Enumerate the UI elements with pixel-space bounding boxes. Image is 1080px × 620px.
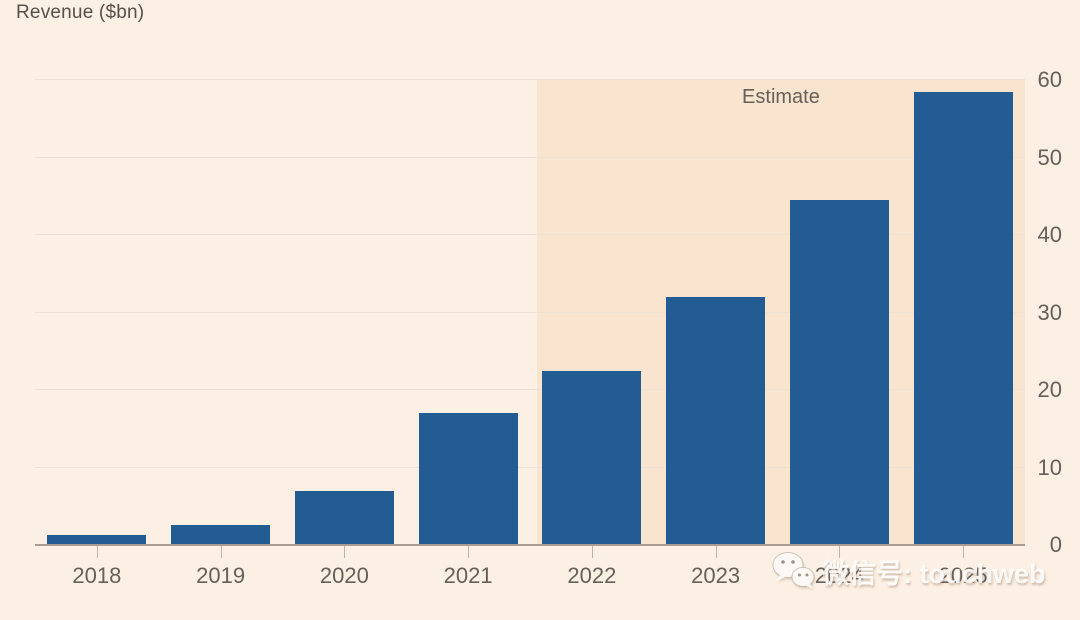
x-tick-2021	[468, 545, 470, 558]
bar-2019	[171, 524, 271, 545]
gridline-50	[35, 156, 1025, 158]
bar-2020	[294, 490, 394, 545]
x-axis-line	[35, 544, 1025, 546]
x-tick-label-2019: 2019	[196, 563, 246, 588]
bar-slot-2022	[530, 80, 654, 545]
x-tick-2020	[344, 545, 346, 558]
x-tick-2024	[839, 545, 841, 558]
x-tick-2019	[220, 545, 222, 558]
watermark: 微信号: touchweb	[770, 546, 1046, 596]
bar-slot-2021	[406, 80, 530, 545]
x-tick-2018	[96, 545, 98, 558]
gridline-60	[35, 79, 1025, 80]
gridline-40	[35, 234, 1025, 235]
x-tick-label-2021: 2021	[443, 563, 493, 588]
x-tick-2022	[591, 545, 593, 558]
bar-2018	[47, 534, 147, 545]
bar-slot-2024	[778, 80, 902, 545]
x-slot-2019: 2019	[159, 545, 283, 595]
estimate-label: Estimate	[742, 86, 820, 108]
y-tick-label-20: 20	[1037, 377, 1062, 402]
bar-2023	[666, 297, 766, 545]
wechat-icon	[772, 552, 815, 589]
plot-area: Estimate	[35, 79, 1025, 546]
y-tick-label-40: 40	[1037, 222, 1062, 247]
x-slot-2020: 2020	[283, 545, 407, 595]
bar-slot-2018	[35, 80, 159, 545]
y-tick-label-50: 50	[1037, 144, 1062, 170]
y-tick-label-0: 0	[1049, 532, 1062, 557]
x-tick-label-2024: 2024	[814, 563, 864, 588]
x-tick-2023	[715, 545, 717, 558]
bar-slot-2025	[901, 80, 1025, 545]
bar-slot-2019	[159, 80, 283, 545]
x-tick-label-2018: 2018	[72, 563, 122, 588]
x-slot-2022: 2022	[530, 545, 654, 595]
chart-title: Revenue ($bn)	[16, 2, 145, 23]
x-tick-2025	[963, 545, 965, 558]
bar-2025	[913, 91, 1013, 545]
x-slot-2025: 2025	[901, 545, 1025, 595]
x-slot-2023: 2023	[654, 545, 778, 595]
watermark-text: 微信号: touchweb	[822, 558, 1046, 589]
x-tick-label-2020: 2020	[319, 563, 369, 588]
y-tick-label-30: 30	[1037, 299, 1062, 325]
bar-slot-2023	[654, 80, 778, 545]
bar-2022	[542, 370, 642, 545]
y-tick-label-10: 10	[1037, 454, 1062, 480]
x-slot-2024: 2024	[778, 545, 902, 595]
gridline-20	[35, 389, 1025, 390]
bar-slot-2020	[283, 80, 407, 545]
x-tick-label-2023: 2023	[691, 563, 741, 588]
x-slot-2021: 2021	[406, 545, 530, 595]
x-tick-label-2025: 2025	[938, 563, 988, 588]
y-tick-label-60: 60	[1037, 67, 1062, 92]
bar-2021	[418, 413, 518, 545]
x-axis-labels: 2018 2019 2020 2021 2022 2023 2024 2025	[35, 545, 1025, 595]
x-tick-label-2022: 2022	[567, 563, 617, 588]
x-slot-2018: 2018	[35, 545, 159, 595]
bar-2024	[789, 200, 889, 545]
gridline-30	[35, 311, 1025, 313]
gridline-10	[35, 466, 1025, 468]
bar-series	[35, 80, 1025, 545]
